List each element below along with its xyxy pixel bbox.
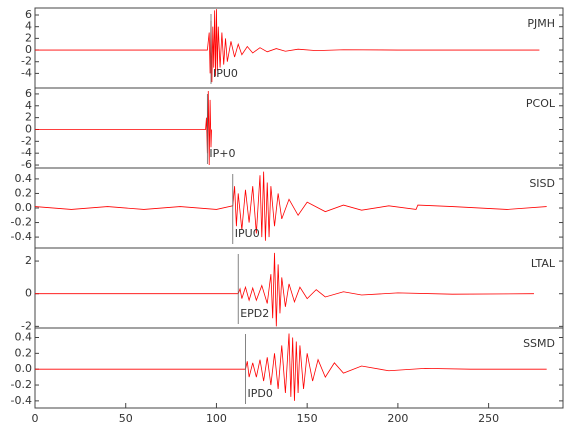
- station-label: SSMD: [523, 337, 555, 350]
- y-tick-label: 0.4: [15, 172, 33, 185]
- y-tick-label: 6: [25, 87, 32, 100]
- y-tick-label: 0.4: [15, 331, 33, 344]
- x-tick-label: 200: [387, 412, 408, 425]
- pick-label: IP+0: [209, 147, 235, 160]
- trace: [35, 90, 212, 166]
- y-tick-label: -2: [21, 55, 32, 68]
- pick-label: IPU0: [213, 67, 238, 80]
- trace: [35, 252, 534, 327]
- y-tick-label: -2: [21, 319, 32, 332]
- y-tick-label: 2: [25, 111, 32, 124]
- station-label: SISD: [529, 177, 555, 190]
- panel-frame: [34, 87, 564, 169]
- y-tick-label: 0: [25, 43, 32, 56]
- y-tick-label: 0.2: [15, 346, 33, 359]
- x-tick-label: 150: [297, 412, 318, 425]
- trace: [34, 171, 547, 241]
- trace: [35, 9, 540, 83]
- y-tick-label: -6: [21, 158, 32, 171]
- y-tick-label: 6: [25, 8, 32, 21]
- y-tick-label: -4: [21, 146, 32, 159]
- station-label: LTAL: [531, 257, 556, 270]
- station-label: PJMH: [527, 17, 555, 30]
- trace: [35, 333, 547, 401]
- station-label: PCOL: [526, 97, 556, 110]
- y-tick-label: 2: [25, 254, 32, 267]
- y-tick-label: 4: [25, 20, 32, 33]
- y-tick-label: 0.0: [15, 362, 33, 375]
- y-tick-label: -0.2: [11, 216, 32, 229]
- panel-frame: [34, 247, 564, 329]
- y-tick-label: 4: [25, 99, 32, 112]
- pick-label: IPD0: [247, 387, 272, 400]
- y-tick-label: -2: [21, 134, 32, 147]
- y-tick-label: -4: [21, 66, 32, 79]
- x-tick-label: 100: [206, 412, 227, 425]
- y-tick-label: 0.2: [15, 186, 33, 199]
- y-tick-label: 2: [25, 31, 32, 44]
- y-tick-label: -0.4: [11, 394, 32, 407]
- y-tick-label: 0: [25, 287, 32, 300]
- y-tick-label: 0.0: [15, 201, 33, 214]
- panel-frame: [34, 327, 564, 409]
- y-tick-label: -0.4: [11, 230, 32, 243]
- x-tick-label: 0: [32, 412, 39, 425]
- pick-label: IPU0: [235, 227, 260, 240]
- x-tick-label: 50: [119, 412, 133, 425]
- x-tick-label: 250: [478, 412, 499, 425]
- y-tick-label: -0.2: [11, 378, 32, 391]
- y-tick-label: 0: [25, 122, 32, 135]
- panel-frame: [34, 7, 564, 89]
- pick-label: EPD2: [240, 307, 269, 320]
